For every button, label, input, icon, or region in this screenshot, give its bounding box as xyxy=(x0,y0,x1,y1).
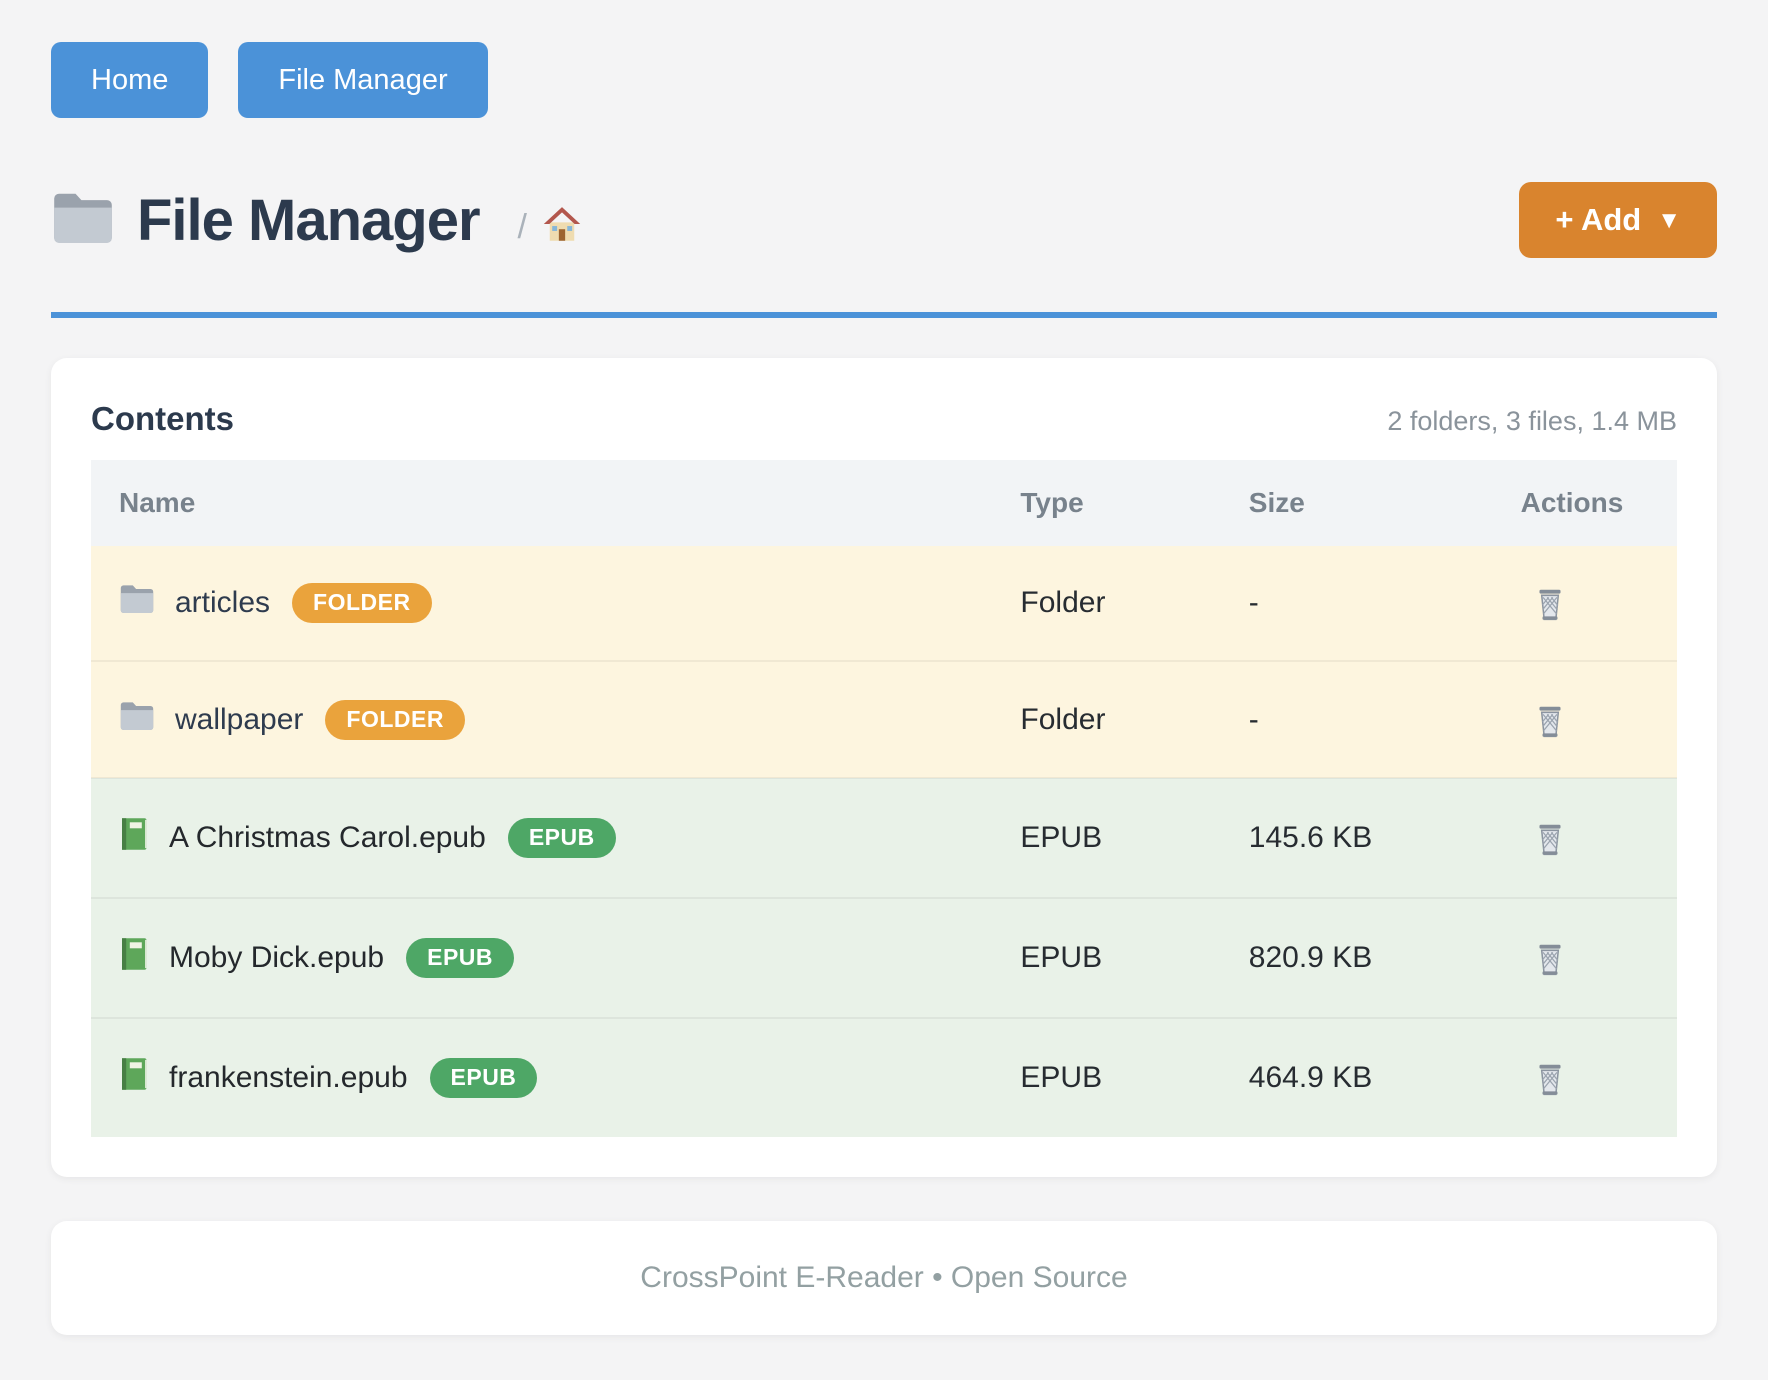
file-size: - xyxy=(1248,661,1495,779)
title-group: File Manager / xyxy=(51,187,583,254)
trash-icon xyxy=(1533,1062,1567,1098)
type-badge: EPUB xyxy=(507,817,616,858)
type-badge: EPUB xyxy=(429,1057,538,1098)
delete-button[interactable] xyxy=(1533,1062,1567,1098)
trash-icon xyxy=(1533,822,1567,858)
file-type: Folder xyxy=(1020,661,1249,779)
file-name[interactable]: frankenstein.epub xyxy=(169,1060,408,1094)
file-table: Name Type Size Actions xyxy=(91,460,1677,1137)
delete-button[interactable] xyxy=(1533,704,1567,740)
column-header-name: Name xyxy=(91,460,1021,546)
table-row[interactable]: A Christmas Carol.epub EPUB EPUB 145.6 K… xyxy=(91,777,1677,899)
file-size: 464.9 KB xyxy=(1248,1060,1373,1094)
file-type: EPUB xyxy=(1020,1060,1103,1094)
file-size: 820.9 KB xyxy=(1248,897,1495,1019)
book-icon xyxy=(119,1056,149,1100)
top-nav: Home File Manager xyxy=(51,42,1717,118)
caret-down-icon: ▼ xyxy=(1657,207,1681,234)
contents-card: Contents 2 folders, 3 files, 1.4 MB Name… xyxy=(51,358,1717,1177)
folder-icon xyxy=(119,583,155,623)
contents-title: Contents xyxy=(91,400,234,437)
delete-button[interactable] xyxy=(1533,822,1567,858)
footer-text: CrossPoint E-Reader • Open Source xyxy=(640,1260,1128,1294)
add-button[interactable]: + Add ▼ xyxy=(1519,182,1717,258)
table-row[interactable]: frankenstein.epub EPUB EPUB 464.9 KB xyxy=(91,1017,1677,1137)
file-size: - xyxy=(1248,546,1495,663)
file-table-body: articles FOLDER Folder - xyxy=(91,546,1677,1137)
breadcrumb: / xyxy=(518,204,583,251)
contents-card-header: Contents 2 folders, 3 files, 1.4 MB xyxy=(91,400,1677,438)
file-type: Folder xyxy=(1020,546,1249,663)
page-header: File Manager / + Add ▼ xyxy=(51,182,1717,258)
trash-icon xyxy=(1533,942,1567,978)
folder-icon xyxy=(119,700,155,740)
trash-icon xyxy=(1533,704,1567,740)
book-icon xyxy=(119,816,149,860)
file-size: 145.6 KB xyxy=(1248,777,1495,899)
breadcrumb-separator: / xyxy=(517,207,527,246)
table-row[interactable]: Moby Dick.epub EPUB EPUB 820.9 KB xyxy=(91,897,1677,1019)
book-icon xyxy=(119,936,149,980)
file-name[interactable]: Moby Dick.epub xyxy=(169,940,385,974)
home-icon[interactable] xyxy=(541,204,583,251)
contents-summary: 2 folders, 3 files, 1.4 MB xyxy=(1387,406,1677,436)
table-row[interactable]: articles FOLDER Folder - xyxy=(91,546,1677,663)
type-badge: FOLDER xyxy=(292,583,432,624)
file-type: EPUB xyxy=(1020,777,1249,899)
file-name[interactable]: A Christmas Carol.epub xyxy=(169,820,486,854)
trash-icon xyxy=(1533,587,1567,623)
page: Home File Manager File Manager / xyxy=(51,42,1717,1335)
footer: CrossPoint E-Reader • Open Source xyxy=(51,1220,1717,1335)
page-title: File Manager xyxy=(137,187,481,253)
file-type: EPUB xyxy=(1020,897,1249,1019)
column-header-type: Type xyxy=(1020,460,1249,546)
column-header-size: Size xyxy=(1248,460,1495,546)
delete-button[interactable] xyxy=(1533,587,1567,623)
file-table-header: Name Type Size Actions xyxy=(91,460,1677,546)
file-name[interactable]: wallpaper xyxy=(175,702,304,736)
nav-button-file-manager[interactable]: File Manager xyxy=(238,42,488,118)
file-name[interactable]: articles xyxy=(175,586,271,620)
table-row[interactable]: wallpaper FOLDER Folder - xyxy=(91,661,1677,779)
type-badge: FOLDER xyxy=(325,699,465,740)
add-button-label: + Add xyxy=(1555,202,1642,237)
nav-button-home[interactable]: Home xyxy=(51,42,209,118)
delete-button[interactable] xyxy=(1533,942,1567,978)
folder-icon xyxy=(51,190,115,251)
column-header-actions: Actions xyxy=(1494,460,1677,546)
header-divider xyxy=(51,312,1717,318)
type-badge: EPUB xyxy=(406,937,515,978)
